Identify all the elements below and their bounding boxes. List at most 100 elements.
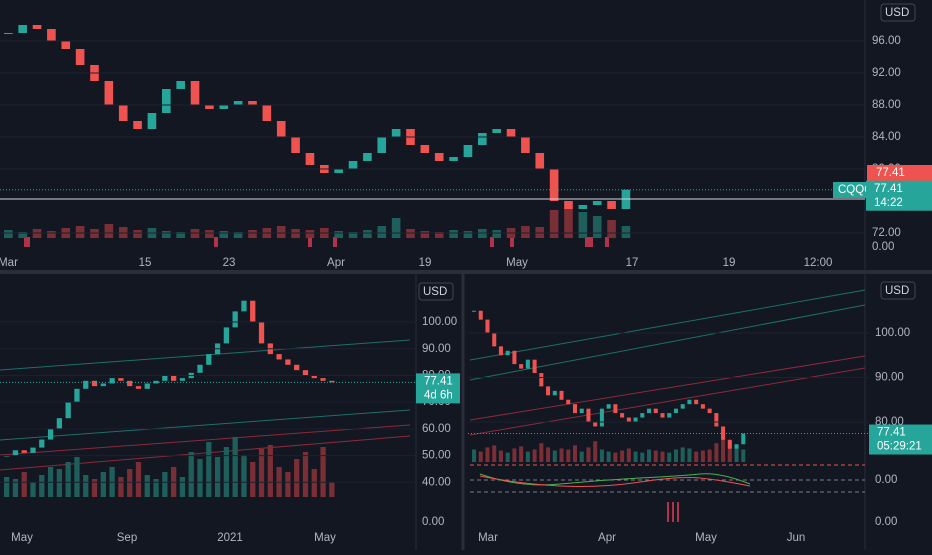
candle — [32, 25, 42, 29]
currency-button[interactable] — [418, 282, 454, 301]
volume-bar — [673, 449, 678, 462]
candle — [91, 380, 98, 387]
candle — [285, 359, 291, 365]
candle — [118, 378, 124, 381]
prev-close-label: 77.41 — [876, 167, 905, 179]
currency-button[interactable] — [880, 281, 916, 300]
candle — [135, 386, 142, 389]
volume-bar — [4, 477, 10, 497]
volume-bar — [449, 230, 458, 238]
candle — [572, 404, 578, 414]
candle — [653, 408, 658, 414]
candle — [552, 390, 557, 396]
countdown-label: 4d 6h — [424, 389, 453, 401]
candle — [566, 399, 571, 405]
volume-bar — [391, 218, 401, 238]
candle — [12, 450, 19, 456]
candle — [512, 350, 517, 365]
volume-bar — [734, 446, 739, 462]
candle — [539, 373, 544, 387]
y-tick-label: 100.00 — [422, 316, 457, 328]
x-tick-label: 19 — [723, 257, 736, 269]
x-tick-label: Apr — [598, 532, 616, 544]
candle — [205, 105, 214, 109]
candle — [714, 413, 719, 427]
currency-button[interactable] — [880, 3, 916, 22]
candle — [74, 388, 80, 403]
volume-bar — [205, 230, 214, 238]
y-tick-label: 84.00 — [872, 131, 901, 143]
indicator-line — [479, 473, 751, 486]
candle — [549, 169, 559, 201]
candle — [546, 386, 551, 396]
volume-bar — [329, 482, 335, 497]
event-marker — [24, 237, 30, 247]
candle — [626, 417, 631, 422]
candle — [620, 413, 625, 418]
candle — [276, 354, 282, 360]
event-marker — [333, 237, 337, 247]
candle — [104, 81, 114, 105]
volume-bar — [552, 450, 557, 462]
volume-bar — [100, 472, 106, 497]
candle — [640, 413, 645, 418]
volume-bar — [599, 449, 604, 462]
x-tick-label: Apr — [327, 257, 345, 269]
candle — [593, 422, 598, 427]
volume-scale-label: 0.00 — [872, 241, 894, 253]
volume-bar — [334, 231, 343, 238]
y-tick-label: 72.00 — [872, 227, 901, 239]
volume-bar — [214, 457, 221, 497]
volume-bar — [621, 226, 631, 238]
volume-bar — [320, 447, 326, 497]
candle — [250, 300, 256, 323]
candle — [505, 350, 510, 356]
candle — [559, 390, 564, 400]
volume-bar — [65, 462, 71, 497]
candle — [472, 310, 477, 312]
symbol-tag — [833, 182, 873, 198]
volume-bar — [30, 482, 36, 497]
volume-bar — [267, 445, 273, 497]
volume-bar — [653, 450, 658, 462]
candle — [485, 319, 490, 333]
candle — [147, 113, 157, 129]
candle — [519, 364, 524, 369]
candle — [197, 364, 203, 373]
volume-bar — [680, 447, 685, 462]
candle — [320, 378, 326, 381]
volume-bar — [118, 477, 124, 497]
candle — [727, 439, 732, 449]
candle — [233, 101, 243, 105]
volume-bar — [714, 443, 719, 462]
volume-scale-label: 0.00 — [875, 516, 897, 528]
candle — [492, 333, 497, 347]
volume-bar — [363, 230, 372, 238]
candle — [144, 383, 150, 389]
x-tick-label: Sep — [117, 532, 137, 544]
trend-line — [0, 424, 411, 456]
candle — [391, 129, 401, 137]
volume-bar — [647, 449, 652, 462]
volume-bar — [285, 472, 291, 497]
volume-bar — [420, 231, 430, 238]
price-tag — [869, 424, 932, 455]
candle — [75, 49, 85, 65]
candle — [449, 157, 458, 161]
candle — [607, 201, 616, 209]
volume-bar — [248, 230, 257, 238]
candle — [262, 105, 272, 121]
candle — [294, 364, 300, 371]
candle — [206, 354, 212, 365]
candle — [56, 418, 63, 429]
candle — [592, 201, 602, 205]
volume-bar — [626, 448, 631, 462]
volume-bar — [133, 230, 142, 238]
volume-bar — [47, 231, 56, 238]
volume-bar — [4, 230, 13, 238]
x-tick-label: May — [506, 257, 528, 269]
volume-bar — [162, 231, 171, 238]
volume-bar — [549, 210, 559, 238]
candle — [39, 439, 45, 448]
candle — [420, 145, 430, 153]
